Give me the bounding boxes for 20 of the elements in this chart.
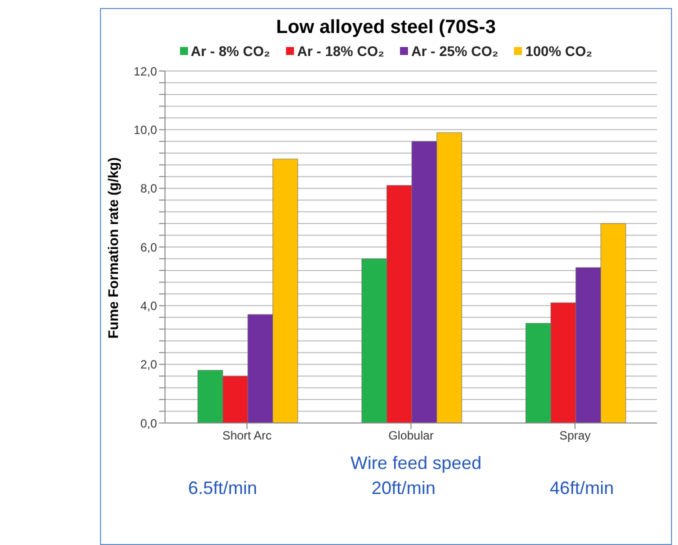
legend-label: 100% CO₂ bbox=[524, 43, 592, 59]
y-axis-title: Fume Formation rate (g/kg) bbox=[105, 157, 121, 339]
text: 20ft/min bbox=[371, 478, 436, 499]
y-tick-label: 12,0 bbox=[134, 64, 158, 78]
y-tick-label: 2,0 bbox=[140, 358, 158, 372]
legend-label: Ar - 25% CO₂ bbox=[410, 43, 498, 59]
legend-label: Ar - 18% CO₂ bbox=[296, 43, 384, 59]
y-tick-label: 8,0 bbox=[140, 182, 158, 196]
y-tick-label: 10,0 bbox=[134, 122, 158, 137]
x-tick-label: Spray bbox=[559, 428, 591, 443]
chart-title: Low alloyed steel (70S-3 bbox=[275, 17, 497, 39]
y-tick-label: 6,0 bbox=[140, 240, 158, 254]
y-tick-label: 0,0 bbox=[140, 416, 158, 430]
x-tick-label: Globular bbox=[388, 428, 434, 443]
text: 6.5ft/min bbox=[188, 478, 258, 499]
text: 46ft/min bbox=[550, 478, 614, 499]
y-tick-label: 4,0 bbox=[140, 298, 158, 313]
x-axis-title: Wire feed speed bbox=[349, 453, 483, 474]
x-tick-label: Short Arc bbox=[222, 428, 272, 443]
legend-label: Ar - 8% CO₂ bbox=[190, 43, 270, 59]
